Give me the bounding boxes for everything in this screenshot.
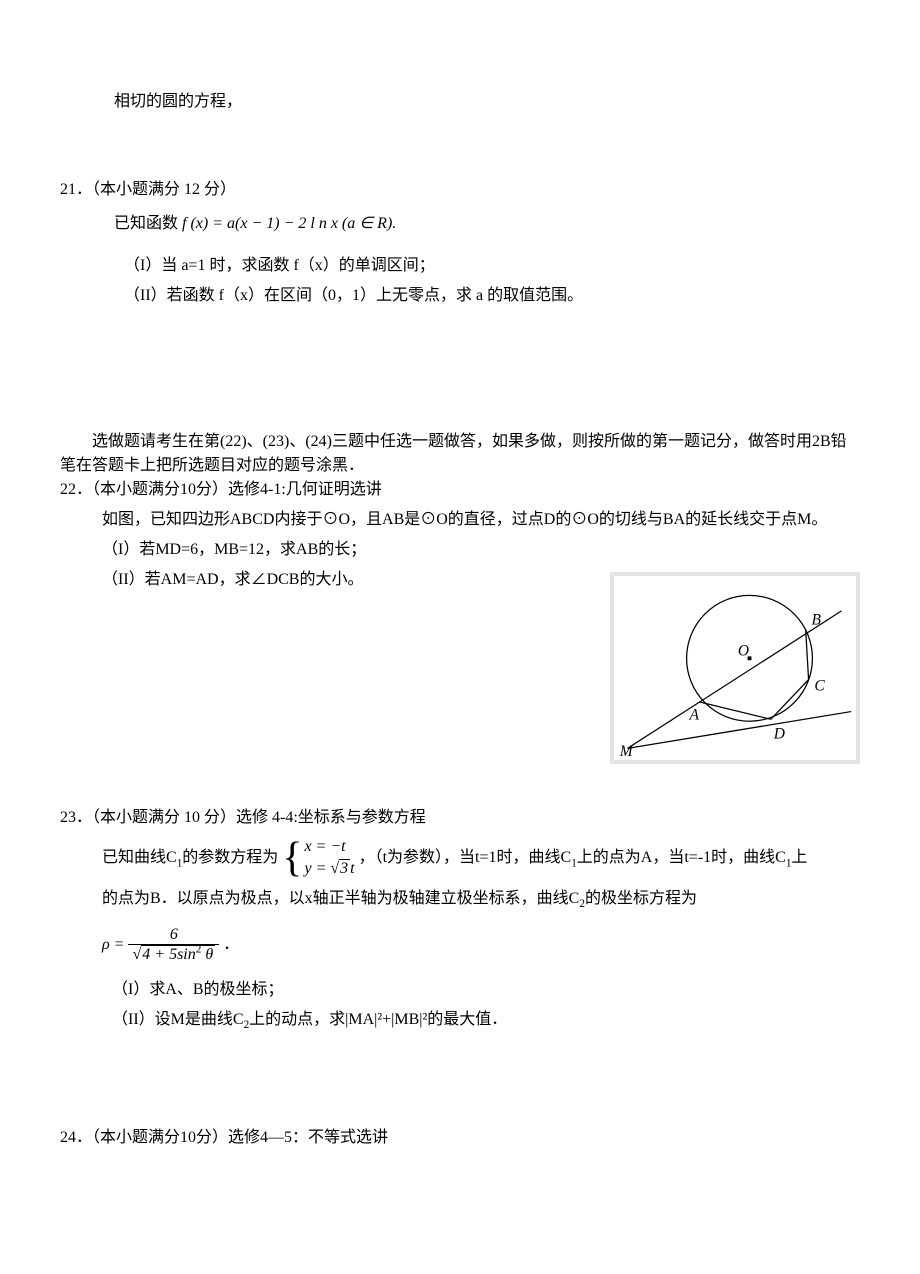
q21-intro: 已知函数 f (x) = a(x − 1) − 2 l n x (a ∈ R). <box>114 212 860 236</box>
label-C: C <box>814 677 825 694</box>
label-B: B <box>811 611 821 628</box>
q22-body: 如图，已知四边形ABCD内接于⊙O，且AB是⊙O的直径，过点D的⊙O的切线与BA… <box>102 508 860 532</box>
sys-row2: y = 3t <box>304 858 354 880</box>
q21-formula: f (x) = a(x − 1) − 2 l n x (a ∈ R). <box>182 215 396 232</box>
q24-heading: 24．（本小题满分10分）选修4—5：不等式选讲 <box>60 1126 860 1150</box>
optional-note-text: 选做题请考生在第(22)、(23)、(24)三题中任选一题做答，如果多做，则按所… <box>60 430 860 478</box>
q21-heading: 21．（本小题满分 12 分） <box>60 178 860 202</box>
label-O: O <box>738 642 749 659</box>
q23-line2: 的点为B．以原点为极点，以x轴正半轴为极轴建立极坐标系，曲线C2的极坐标方程为 <box>102 887 860 913</box>
param-system: { x = −t y = 3t <box>282 836 354 881</box>
q22-part1: （I）若MD=6，MB=12，求AB的长； <box>102 538 860 562</box>
fragment-line: 相切的圆的方程， <box>114 90 860 114</box>
q21-part2: （II）若函数 f（x）在区间（0，1）上无零点，求 a 的取值范围。 <box>124 284 860 308</box>
q23-intro: 已知曲线C1的参数方程为 { x = −t y = 3t ，（t为参数），当t=… <box>102 836 860 881</box>
q23-rho: ρ = 6 4 + 5sin2 θ ． <box>102 927 860 964</box>
rho-fraction: 6 4 + 5sin2 θ <box>128 927 219 964</box>
q22-figure: O A B C D M <box>610 572 860 764</box>
q23-part2: （II）设M是曲线C2上的动点，求|MA|²+|MB|²的最大值． <box>112 1008 860 1034</box>
q23-heading: 23．（本小题满分 10 分）选修 4-4:坐标系与参数方程 <box>60 806 860 830</box>
fragment-text: 相切的圆的方程， <box>114 93 242 110</box>
label-M: M <box>619 743 634 760</box>
label-D: D <box>773 726 785 743</box>
sys-row1: x = −t <box>304 836 354 858</box>
q23-part1: （I）求A、B的极坐标； <box>112 978 860 1002</box>
q22-heading: 22．（本小题满分10分）选修4-1:几何证明选讲 <box>60 478 860 502</box>
q21-part1: （I）当 a=1 时，求函数 f（x）的单调区间； <box>124 254 860 278</box>
label-A: A <box>689 706 700 723</box>
geometry-diagram: O A B C D M <box>614 576 856 760</box>
